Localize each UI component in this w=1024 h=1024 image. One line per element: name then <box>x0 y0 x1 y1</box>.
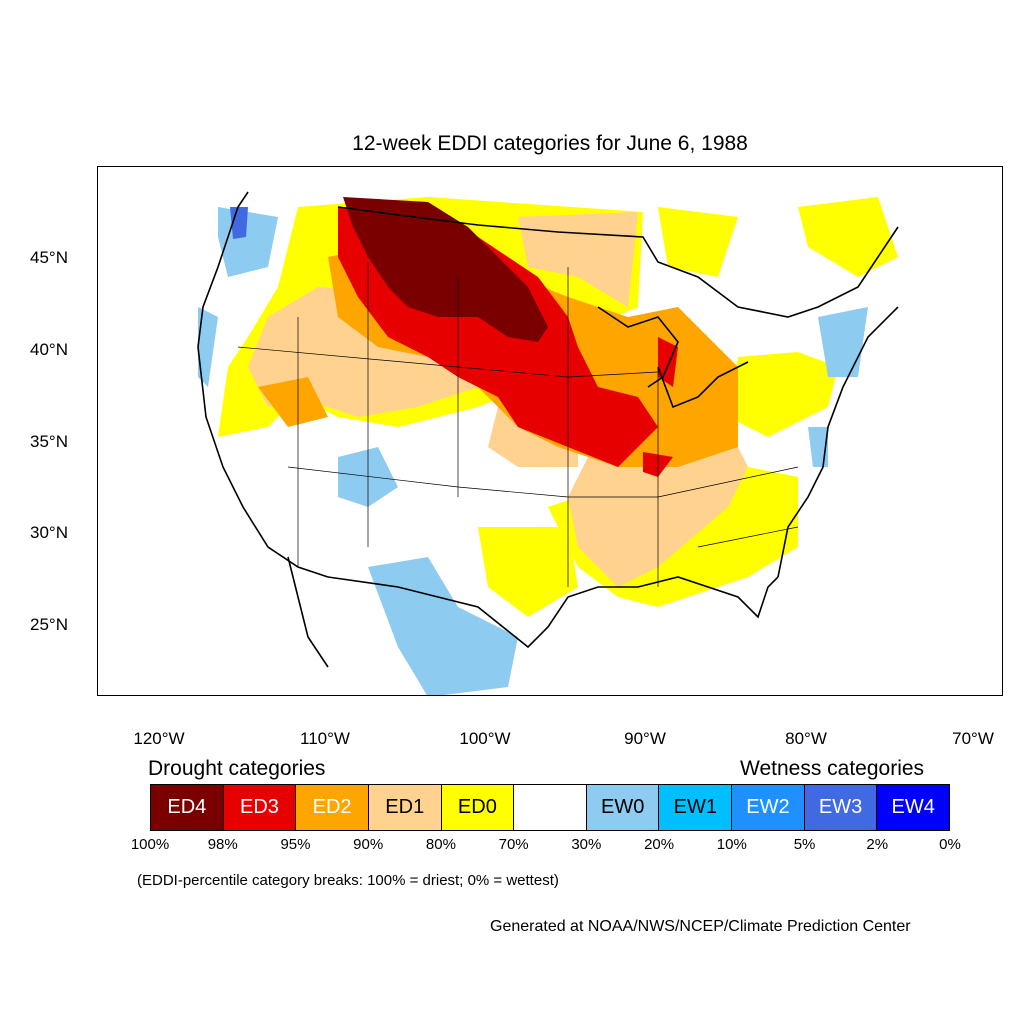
credit-line: Generated at NOAA/NWS/NCEP/Climate Predi… <box>490 918 911 935</box>
legend-cell-ew4: EW4 <box>877 785 950 830</box>
legend-break-label: 95% <box>280 836 311 853</box>
lon-label-90: 90°W <box>624 729 666 748</box>
legend-cell-ed1: ED1 <box>368 785 442 830</box>
legend-break-label: 30% <box>571 836 602 853</box>
legend-cell-ed2: ED2 <box>296 785 369 830</box>
lat-label-45: 45°N <box>30 248 68 267</box>
map-title: 12-week EDDI categories for June 6, 1988 <box>352 132 748 155</box>
eddi-map <box>197 191 899 695</box>
legend-cell-ed3: ED3 <box>223 785 297 830</box>
legend-color-bar: ED4 ED3 ED2 ED1 ED0 EW0 EW1 EW2 EW3 EW4 <box>150 784 950 831</box>
ed4-regions <box>343 197 548 342</box>
legend-cell-ew0: EW0 <box>586 785 660 830</box>
state-lines <box>237 262 799 587</box>
lat-label-25: 25°N <box>30 615 68 634</box>
lon-label-70: 70°W <box>952 729 994 748</box>
lat-label-30: 30°N <box>30 523 68 542</box>
legend-break-label: 10% <box>716 836 747 853</box>
boundaries <box>197 191 899 668</box>
legend-break-label: 100% <box>130 836 170 853</box>
wetness-heading: Wetness categories <box>740 757 925 780</box>
legend-break-label: 5% <box>793 836 816 853</box>
legend-break-label: 70% <box>498 836 529 853</box>
legend-cell-neutral <box>514 785 587 830</box>
legend-break-label: 2% <box>866 836 889 853</box>
legend-cell-ew3: EW3 <box>804 785 878 830</box>
lon-label-80: 80°W <box>785 729 827 748</box>
legend-cell-ew1: EW1 <box>659 785 733 830</box>
category-note: (EDDI-percentile category breaks: 100% =… <box>137 872 559 889</box>
lon-label-110: 110°W <box>300 729 350 748</box>
legend-break-label: 20% <box>644 836 675 853</box>
map-frame <box>97 166 1003 696</box>
legend-cell-ed0: ED0 <box>441 785 515 830</box>
legend-cell-ew2: EW2 <box>732 785 805 830</box>
legend-break-label: 98% <box>207 836 238 853</box>
lat-label-35: 35°N <box>30 432 68 451</box>
legend-break-label: 80% <box>425 836 456 853</box>
lon-label-120: 120°W <box>133 729 185 748</box>
legend-break-label: 0% <box>939 836 961 853</box>
legend-break-label: 90% <box>353 836 384 853</box>
lon-label-100: 100°W <box>459 729 511 748</box>
legend-cell-ed4: ED4 <box>151 785 224 830</box>
lat-label-40: 40°N <box>30 340 68 359</box>
drought-heading: Drought categories <box>148 757 326 780</box>
